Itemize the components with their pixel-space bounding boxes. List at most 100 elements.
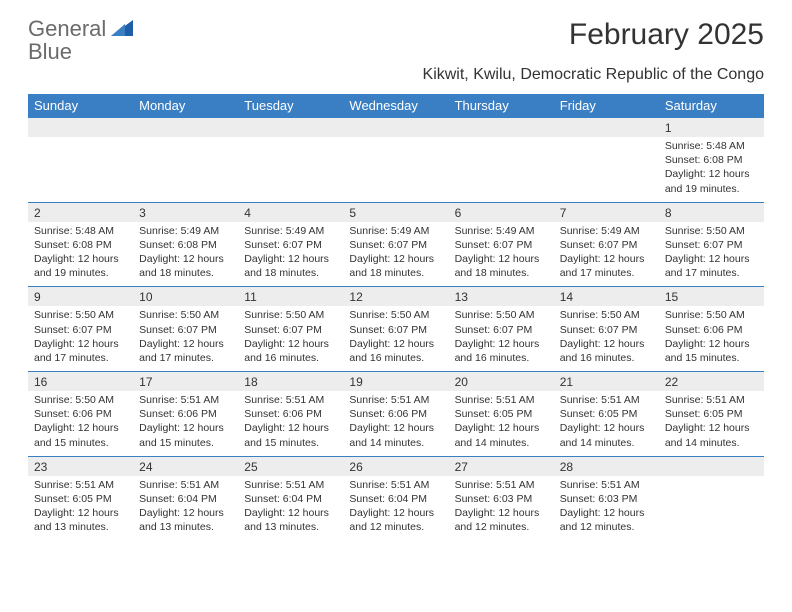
week-number-row: 2345678 [28,202,764,222]
day-body-cell [449,137,554,202]
day-info-line: Sunrise: 5:49 AM [244,224,337,238]
day-number-cell: 5 [343,202,448,222]
day-info-line: Sunrise: 5:51 AM [665,393,758,407]
day-number-cell [449,118,554,138]
day-info-line: Daylight: 12 hours and 14 minutes. [349,421,442,449]
day-info-line: Sunrise: 5:51 AM [34,478,127,492]
day-info-line: Daylight: 12 hours and 15 minutes. [665,337,758,365]
day-info-line: Sunrise: 5:51 AM [244,393,337,407]
day-info-line: Sunset: 6:04 PM [139,492,232,506]
day-info-line: Sunrise: 5:51 AM [455,393,548,407]
day-body-cell: Sunrise: 5:50 AMSunset: 6:07 PMDaylight:… [28,306,133,371]
location-subtitle: Kikwit, Kwilu, Democratic Republic of th… [28,66,764,84]
day-info-line: Sunset: 6:06 PM [139,407,232,421]
day-info-line: Sunrise: 5:50 AM [139,308,232,322]
day-body-cell: Sunrise: 5:50 AMSunset: 6:07 PMDaylight:… [238,306,343,371]
day-info-line: Sunrise: 5:50 AM [455,308,548,322]
day-number-cell: 4 [238,202,343,222]
week-number-row: 232425262728 [28,456,764,476]
day-body-cell: Sunrise: 5:51 AMSunset: 6:04 PMDaylight:… [343,476,448,541]
day-info-line: Sunrise: 5:51 AM [349,478,442,492]
day-number-cell: 21 [554,372,659,392]
day-body-cell: Sunrise: 5:50 AMSunset: 6:06 PMDaylight:… [659,306,764,371]
day-info-line: Daylight: 12 hours and 16 minutes. [455,337,548,365]
day-info-line: Sunrise: 5:51 AM [560,393,653,407]
day-number-cell [343,118,448,138]
day-info-line: Sunset: 6:08 PM [34,238,127,252]
day-number-cell: 26 [343,456,448,476]
day-body-cell: Sunrise: 5:51 AMSunset: 6:05 PMDaylight:… [28,476,133,541]
title-block: February 2025 [569,18,764,52]
day-body-cell: Sunrise: 5:48 AMSunset: 6:08 PMDaylight:… [28,222,133,287]
day-info-line: Daylight: 12 hours and 14 minutes. [560,421,653,449]
day-info-line: Sunset: 6:04 PM [349,492,442,506]
col-sunday: Sunday [28,94,133,118]
col-saturday: Saturday [659,94,764,118]
day-body-cell [343,137,448,202]
calendar-body: 1Sunrise: 5:48 AMSunset: 6:08 PMDaylight… [28,118,764,541]
day-body-cell: Sunrise: 5:51 AMSunset: 6:05 PMDaylight:… [659,391,764,456]
day-number-cell: 10 [133,287,238,307]
day-info-line: Sunset: 6:07 PM [455,238,548,252]
day-info-line: Sunrise: 5:51 AM [349,393,442,407]
day-info-line: Daylight: 12 hours and 17 minutes. [139,337,232,365]
col-thursday: Thursday [449,94,554,118]
day-info-line: Sunset: 6:07 PM [560,238,653,252]
day-info-line: Sunset: 6:07 PM [665,238,758,252]
day-body-cell: Sunrise: 5:50 AMSunset: 6:07 PMDaylight:… [343,306,448,371]
day-number-cell: 25 [238,456,343,476]
day-body-cell: Sunrise: 5:51 AMSunset: 6:04 PMDaylight:… [238,476,343,541]
day-info-line: Sunset: 6:05 PM [455,407,548,421]
day-info-line: Sunset: 6:07 PM [34,323,127,337]
day-info-line: Daylight: 12 hours and 13 minutes. [34,506,127,534]
day-number-cell: 18 [238,372,343,392]
week-number-row: 16171819202122 [28,372,764,392]
day-number-cell: 14 [554,287,659,307]
day-number-cell: 15 [659,287,764,307]
day-info-line: Daylight: 12 hours and 12 minutes. [455,506,548,534]
day-info-line: Daylight: 12 hours and 19 minutes. [34,252,127,280]
day-number-cell: 6 [449,202,554,222]
day-number-cell: 24 [133,456,238,476]
day-info-line: Sunset: 6:06 PM [349,407,442,421]
day-info-line: Sunrise: 5:50 AM [560,308,653,322]
week-body-row: Sunrise: 5:50 AMSunset: 6:06 PMDaylight:… [28,391,764,456]
sail-icon [111,20,133,36]
day-number-cell [133,118,238,138]
logo-text: General Blue [28,18,133,64]
day-body-cell: Sunrise: 5:49 AMSunset: 6:07 PMDaylight:… [554,222,659,287]
day-info-line: Sunrise: 5:50 AM [665,308,758,322]
page-title: February 2025 [569,18,764,52]
day-info-line: Sunrise: 5:50 AM [665,224,758,238]
col-tuesday: Tuesday [238,94,343,118]
day-body-cell: Sunrise: 5:51 AMSunset: 6:04 PMDaylight:… [133,476,238,541]
week-body-row: Sunrise: 5:48 AMSunset: 6:08 PMDaylight:… [28,222,764,287]
day-info-line: Daylight: 12 hours and 16 minutes. [244,337,337,365]
day-info-line: Daylight: 12 hours and 12 minutes. [349,506,442,534]
logo-word-blue: Blue [28,39,72,64]
day-number-cell [554,118,659,138]
day-info-line: Daylight: 12 hours and 15 minutes. [244,421,337,449]
day-body-cell: Sunrise: 5:49 AMSunset: 6:07 PMDaylight:… [449,222,554,287]
day-info-line: Sunrise: 5:51 AM [455,478,548,492]
day-info-line: Daylight: 12 hours and 17 minutes. [665,252,758,280]
day-info-line: Daylight: 12 hours and 18 minutes. [139,252,232,280]
day-body-cell: Sunrise: 5:49 AMSunset: 6:07 PMDaylight:… [238,222,343,287]
day-body-cell [238,137,343,202]
day-info-line: Daylight: 12 hours and 14 minutes. [665,421,758,449]
day-info-line: Daylight: 12 hours and 18 minutes. [244,252,337,280]
col-monday: Monday [133,94,238,118]
day-info-line: Sunrise: 5:50 AM [349,308,442,322]
day-info-line: Daylight: 12 hours and 17 minutes. [34,337,127,365]
day-body-cell: Sunrise: 5:50 AMSunset: 6:07 PMDaylight:… [554,306,659,371]
day-info-line: Sunset: 6:07 PM [244,238,337,252]
day-info-line: Daylight: 12 hours and 18 minutes. [349,252,442,280]
day-body-cell [554,137,659,202]
week-body-row: Sunrise: 5:50 AMSunset: 6:07 PMDaylight:… [28,306,764,371]
day-info-line: Daylight: 12 hours and 12 minutes. [560,506,653,534]
day-info-line: Sunset: 6:07 PM [244,323,337,337]
day-info-line: Sunset: 6:05 PM [34,492,127,506]
day-body-cell: Sunrise: 5:51 AMSunset: 6:05 PMDaylight:… [449,391,554,456]
day-info-line: Sunset: 6:07 PM [560,323,653,337]
day-body-cell: Sunrise: 5:51 AMSunset: 6:06 PMDaylight:… [343,391,448,456]
